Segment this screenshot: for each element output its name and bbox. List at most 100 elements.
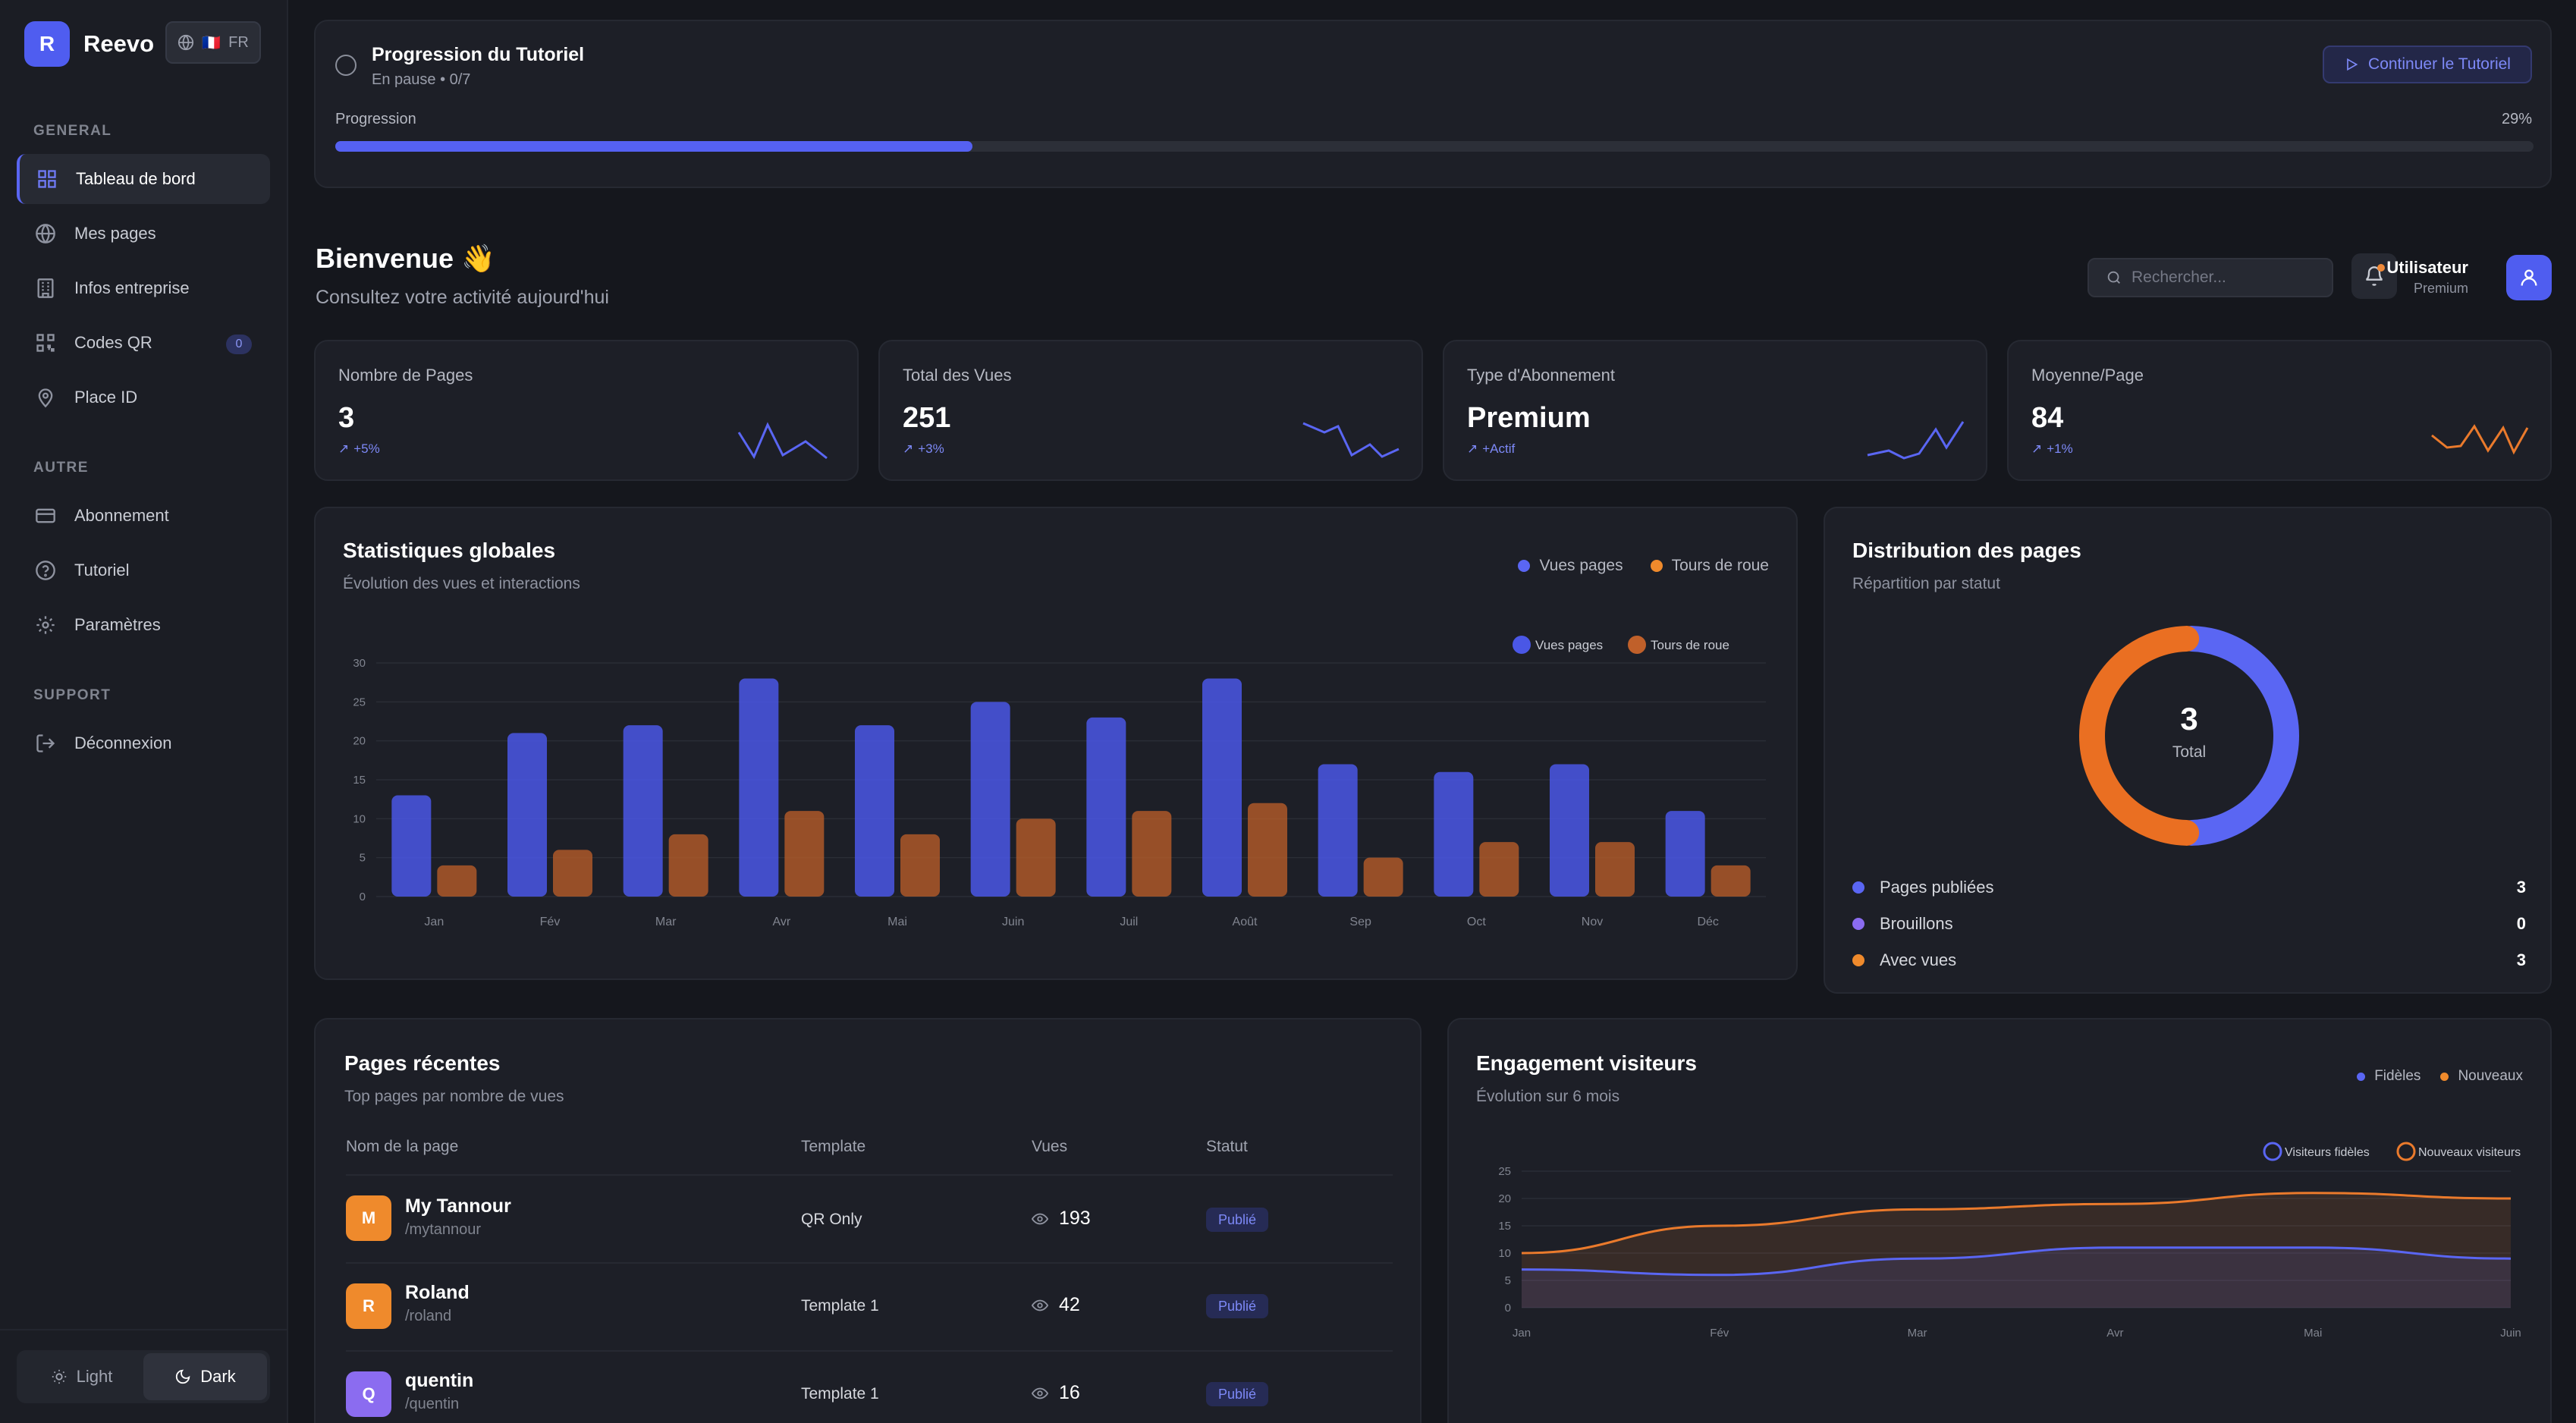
bar-views: [507, 733, 547, 897]
stat-trend-value: +3%: [918, 441, 944, 456]
continue-tutorial-button[interactable]: Continuer le Tutoriel: [2323, 46, 2532, 83]
legend-item: Vues pages: [1518, 557, 1623, 575]
column-header-status: Statut: [1206, 1138, 1248, 1155]
bar-spins: [1479, 842, 1519, 897]
page-views: 16: [1032, 1382, 1080, 1404]
theme-switcher: Light Dark: [17, 1350, 270, 1403]
donut-slice: [2079, 626, 2200, 846]
table-row[interactable]: R Roland /roland Template 1 42 Publié: [316, 1264, 1423, 1350]
donut-chart: [2079, 626, 2299, 846]
views-count: 42: [1059, 1294, 1080, 1315]
play-icon: [2347, 58, 2358, 71]
eye-icon: [1032, 1213, 1048, 1224]
language-label: FR: [228, 33, 249, 51]
distribution-item-drafts: Brouillons 0: [1852, 906, 2526, 942]
item-label: Pages publiées: [1880, 878, 1994, 897]
page-name: My Tannour: [405, 1195, 511, 1217]
bar-spins: [1248, 803, 1287, 897]
x-tick-label: Mai: [2304, 1327, 2322, 1340]
sidebar-item-settings[interactable]: Paramètres: [17, 600, 270, 650]
bar-views: [1318, 764, 1358, 897]
sidebar-item-label: Codes QR: [74, 333, 152, 352]
stat-trend-value: +5%: [353, 441, 380, 456]
bar-views: [855, 725, 894, 897]
engagement-card: Engagement visiteurs Évolution sur 6 moi…: [1447, 1018, 2552, 1423]
stat-card-pages: Nombre de Pages 3 ↗ +5%: [314, 340, 859, 481]
stat-label: Total des Vues: [903, 366, 1012, 385]
sidebar-item-label: Place ID: [74, 388, 138, 407]
legend-marker: [2263, 1142, 2282, 1161]
user-avatar[interactable]: [2506, 255, 2552, 300]
section-label-other: AUTRE: [33, 460, 89, 476]
area-chart: 0 5 10 15 20 25 Jan Fév Mar Avr Mai Juin Visiteurs f…: [1498, 1142, 2521, 1340]
tutorial-title: Progression du Tutoriel: [372, 44, 585, 65]
legend-item: Nouveaux: [2440, 1068, 2523, 1085]
sidebar-item-pages[interactable]: Mes pages: [17, 209, 270, 259]
building-icon: [37, 278, 54, 298]
x-tick-label: Avr: [772, 916, 790, 928]
trend-up-icon: ↗: [1467, 441, 1478, 456]
sidebar-item-subscription[interactable]: Abonnement: [17, 491, 270, 541]
search-icon: [2107, 271, 2120, 284]
dark-label: Dark: [200, 1367, 236, 1386]
table-row[interactable]: Q quentin /quentin Template 1 16 Publié: [316, 1352, 1423, 1423]
light-theme-button[interactable]: Light: [20, 1353, 143, 1400]
legend-label: Nouveaux visiteurs: [2418, 1146, 2521, 1159]
status-badge: Publié: [1206, 1294, 1268, 1318]
section-label-general: GENERAL: [33, 123, 112, 139]
sidebar: R Reevo 🇫🇷 FR GENERAL Tableau de bord Me…: [0, 0, 288, 1423]
bar-views: [1202, 678, 1242, 897]
bar-spins: [668, 834, 708, 897]
bar-spins: [900, 834, 940, 897]
bar-views: [1550, 764, 1589, 897]
y-tick-label: 15: [1498, 1220, 1511, 1233]
tutorial-progress-card: Progression du Tutoriel En pause • 0/7 C…: [314, 20, 2552, 188]
help-circle-icon: [36, 561, 55, 580]
user-icon: [2521, 269, 2537, 286]
sidebar-item-company[interactable]: Infos entreprise: [17, 263, 270, 313]
notifications-button[interactable]: [2351, 253, 2397, 299]
legend-dot: [1852, 918, 1864, 930]
y-tick-label: 20: [1498, 1192, 1511, 1205]
x-tick-label: Juil: [1120, 916, 1138, 928]
y-tick-label: 15: [353, 774, 366, 787]
stat-label: Type d'Abonnement: [1467, 366, 1616, 385]
donut-slice: [2179, 626, 2299, 846]
language-selector[interactable]: 🇫🇷 FR: [165, 21, 261, 64]
table-row[interactable]: M My Tannour /mytannour QR Only 193 Publ…: [316, 1176, 1423, 1262]
distribution-item-with-views: Avec vues 3: [1852, 942, 2526, 979]
y-tick-label: 30: [353, 657, 366, 670]
page-template: QR Only: [801, 1211, 862, 1228]
sidebar-item-logout[interactable]: Déconnexion: [17, 718, 270, 768]
sparkline: [737, 422, 828, 460]
distribution-subtitle: Répartition par statut: [1852, 575, 2000, 592]
section-label-support: SUPPORT: [33, 687, 112, 703]
trend-up-icon: ↗: [2031, 441, 2043, 456]
user-plan: Premium: [2413, 281, 2468, 296]
x-tick-label: Fév: [540, 916, 561, 928]
sidebar-item-tutorial[interactable]: Tutoriel: [17, 545, 270, 595]
stat-label: Moyenne/Page: [2031, 366, 2144, 385]
x-tick-label: Juin: [1002, 916, 1024, 928]
bar-spins: [1132, 811, 1172, 897]
sidebar-item-dashboard[interactable]: Tableau de bord: [17, 154, 270, 204]
progress-bar: [335, 141, 2534, 152]
sidebar-item-qr-codes[interactable]: Codes QR 0: [17, 318, 270, 368]
progress-label: Progression: [335, 111, 416, 127]
flag-icon: 🇫🇷: [202, 34, 221, 52]
continue-label: Continuer le Tutoriel: [2368, 55, 2511, 73]
x-tick-label: Juin: [2500, 1327, 2521, 1340]
legend-item: Fidèles: [2357, 1068, 2420, 1085]
x-tick-label: Mai: [887, 916, 907, 928]
table-divider: [346, 1174, 1393, 1176]
stat-label: Nombre de Pages: [338, 366, 473, 385]
sidebar-item-place-id[interactable]: Place ID: [17, 372, 270, 423]
search-field[interactable]: Rechercher...: [2088, 258, 2333, 297]
x-tick-label: Sep: [1349, 916, 1371, 928]
dark-theme-button[interactable]: Dark: [143, 1353, 267, 1400]
y-tick-label: 5: [1505, 1274, 1511, 1287]
eye-icon: [1032, 1387, 1048, 1399]
table-divider: [346, 1262, 1393, 1264]
page-avatar: R: [346, 1283, 391, 1329]
recent-pages-title: Pages récentes: [344, 1051, 501, 1075]
